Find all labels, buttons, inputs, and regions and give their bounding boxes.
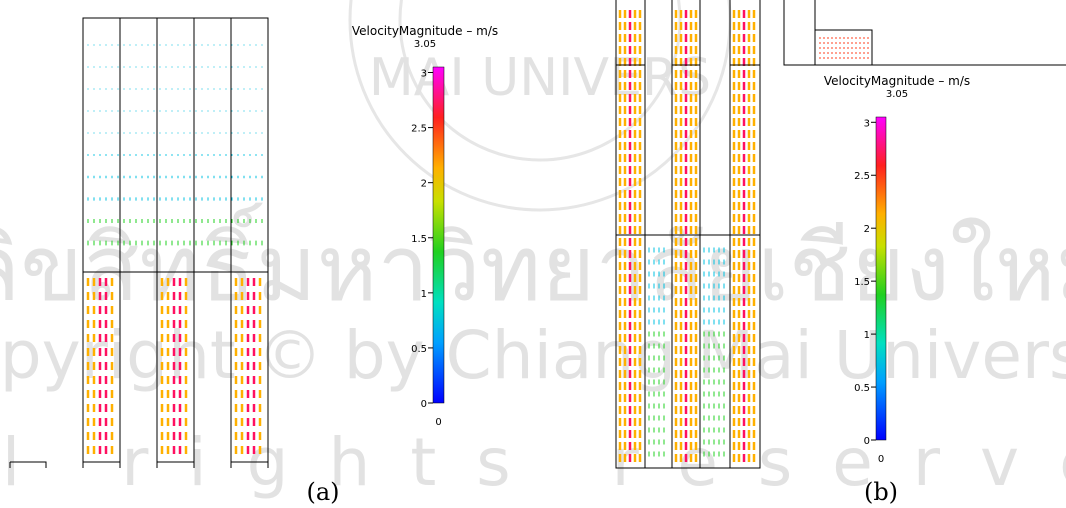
colorbar-min: 0 xyxy=(878,454,884,465)
vector-field xyxy=(86,10,869,462)
inset-a xyxy=(9,461,47,468)
tick-label: 2 xyxy=(864,224,870,235)
seal-ring xyxy=(398,0,682,162)
tick-label: 0.5 xyxy=(854,383,870,394)
tick-label: 1.5 xyxy=(854,277,870,288)
watermark-english: Copyright © by Chiang Mai University xyxy=(0,317,1066,394)
colorbar-max: 3.05 xyxy=(886,89,908,100)
tick-label: 0 xyxy=(421,399,427,410)
seal-text: MAI UNIVERS xyxy=(369,48,711,108)
colorbar-title: VelocityMagnitude – m/s xyxy=(824,74,970,88)
grid-b xyxy=(615,0,761,469)
colorbars: VelocityMagnitude – m/s3.05000.511.522.5… xyxy=(352,24,970,465)
panel-label: (b) xyxy=(864,478,898,506)
tick-label: 1 xyxy=(864,330,870,341)
tick-label: 2.5 xyxy=(854,171,870,182)
colorbar-max: 3.05 xyxy=(414,39,436,50)
tick-label: 2.5 xyxy=(411,124,427,135)
colorbar-min: 0 xyxy=(435,417,441,428)
tick-label: 3 xyxy=(421,69,427,80)
frames xyxy=(9,0,1066,469)
inset-b xyxy=(783,0,1066,66)
tick-label: 0.5 xyxy=(411,344,427,355)
panel-label: (a) xyxy=(306,478,339,506)
colorbar xyxy=(875,116,887,441)
tick-label: 3 xyxy=(864,118,870,129)
tick-label: 1 xyxy=(421,289,427,300)
tick-label: 0 xyxy=(864,436,870,447)
colorbar xyxy=(432,66,445,404)
grid-a-bottom xyxy=(82,272,269,468)
tick-label: 2 xyxy=(421,179,427,190)
tick-label: 1.5 xyxy=(411,234,427,245)
colorbar-title: VelocityMagnitude – m/s xyxy=(352,24,498,38)
